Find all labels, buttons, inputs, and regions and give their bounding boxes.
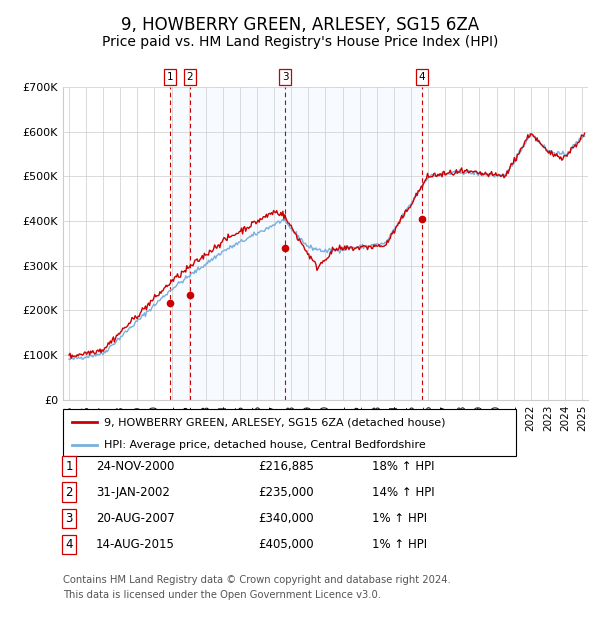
Text: Contains HM Land Registry data © Crown copyright and database right 2024.: Contains HM Land Registry data © Crown c… xyxy=(63,575,451,585)
Text: 18% ↑ HPI: 18% ↑ HPI xyxy=(372,460,434,472)
Text: 24-NOV-2000: 24-NOV-2000 xyxy=(96,460,175,472)
Bar xyxy=(285,87,422,400)
Text: 14% ↑ HPI: 14% ↑ HPI xyxy=(372,486,434,498)
Text: Price paid vs. HM Land Registry's House Price Index (HPI): Price paid vs. HM Land Registry's House … xyxy=(102,35,498,49)
Text: 2: 2 xyxy=(187,72,193,82)
Text: 14-AUG-2015: 14-AUG-2015 xyxy=(96,538,175,551)
Bar xyxy=(172,87,285,400)
Text: 20-AUG-2007: 20-AUG-2007 xyxy=(96,512,175,525)
Text: 9, HOWBERRY GREEN, ARLESEY, SG15 6ZA: 9, HOWBERRY GREEN, ARLESEY, SG15 6ZA xyxy=(121,16,479,34)
Text: £216,885: £216,885 xyxy=(258,460,314,472)
Text: 1: 1 xyxy=(65,460,73,472)
Text: HPI: Average price, detached house, Central Bedfordshire: HPI: Average price, detached house, Cent… xyxy=(104,440,425,451)
Text: 31-JAN-2002: 31-JAN-2002 xyxy=(96,486,170,498)
Text: £405,000: £405,000 xyxy=(258,538,314,551)
Text: 4: 4 xyxy=(418,72,425,82)
FancyBboxPatch shape xyxy=(63,409,516,456)
Text: 4: 4 xyxy=(65,538,73,551)
Text: £340,000: £340,000 xyxy=(258,512,314,525)
Text: 3: 3 xyxy=(282,72,289,82)
Text: 1% ↑ HPI: 1% ↑ HPI xyxy=(372,512,427,525)
Text: This data is licensed under the Open Government Licence v3.0.: This data is licensed under the Open Gov… xyxy=(63,590,381,600)
Text: 9, HOWBERRY GREEN, ARLESEY, SG15 6ZA (detached house): 9, HOWBERRY GREEN, ARLESEY, SG15 6ZA (de… xyxy=(104,417,445,427)
Text: 1: 1 xyxy=(167,72,173,82)
Text: £235,000: £235,000 xyxy=(258,486,314,498)
Text: 1% ↑ HPI: 1% ↑ HPI xyxy=(372,538,427,551)
Text: 2: 2 xyxy=(65,486,73,498)
Text: 3: 3 xyxy=(65,512,73,525)
